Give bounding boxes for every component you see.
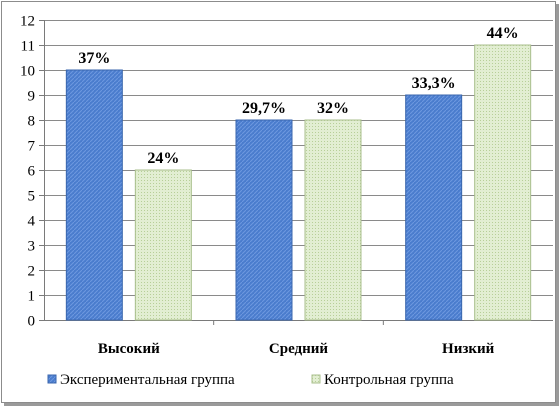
y-tick-label: 10: [20, 64, 35, 80]
bar-control-1: [304, 119, 362, 321]
y-tick-label: 1: [28, 289, 36, 305]
bar-experimental-0: [65, 69, 123, 321]
y-tick-label: 7: [28, 139, 36, 155]
legend-label: Контрольная группа: [324, 372, 454, 388]
bar-control-2: [474, 44, 532, 321]
bars: [65, 44, 532, 321]
y-tick-label: 5: [28, 189, 36, 205]
bar-control-0: [134, 169, 192, 321]
y-tick-label: 2: [28, 264, 36, 280]
category-label: Средний: [269, 341, 329, 357]
legend: Экспериментальная группа Контрольная груп…: [47, 372, 454, 388]
legend-label: Экспериментальная группа: [60, 372, 235, 388]
data-label: 37%: [78, 50, 110, 67]
gridlines: [44, 20, 553, 321]
labels: 37% 24% Высокий 29,7% 32% Средний 33,3% 44% Низк…: [78, 25, 518, 357]
y-tick-label: 3: [28, 239, 36, 255]
bar-experimental-1: [235, 119, 293, 321]
data-label: 32%: [317, 100, 349, 117]
y-tick-label: 4: [28, 214, 36, 230]
y-tick-label: 12: [20, 14, 35, 30]
data-label: 44%: [487, 25, 519, 42]
category-label: Высокий: [98, 341, 160, 357]
legend-swatch: [47, 374, 57, 384]
y-tick-label: 8: [28, 114, 36, 130]
bar-experimental-2: [405, 94, 463, 321]
y-tick-label: 6: [28, 164, 36, 180]
data-label: 33,3%: [412, 75, 456, 92]
data-label: 24%: [147, 150, 179, 167]
y-tick-label: 11: [21, 39, 35, 55]
category-label: Низкий: [442, 341, 495, 357]
legend-swatch: [311, 374, 321, 384]
y-tick-label: 0: [28, 314, 36, 330]
y-tick-label: 9: [28, 89, 36, 105]
data-label: 29,7%: [242, 100, 286, 117]
